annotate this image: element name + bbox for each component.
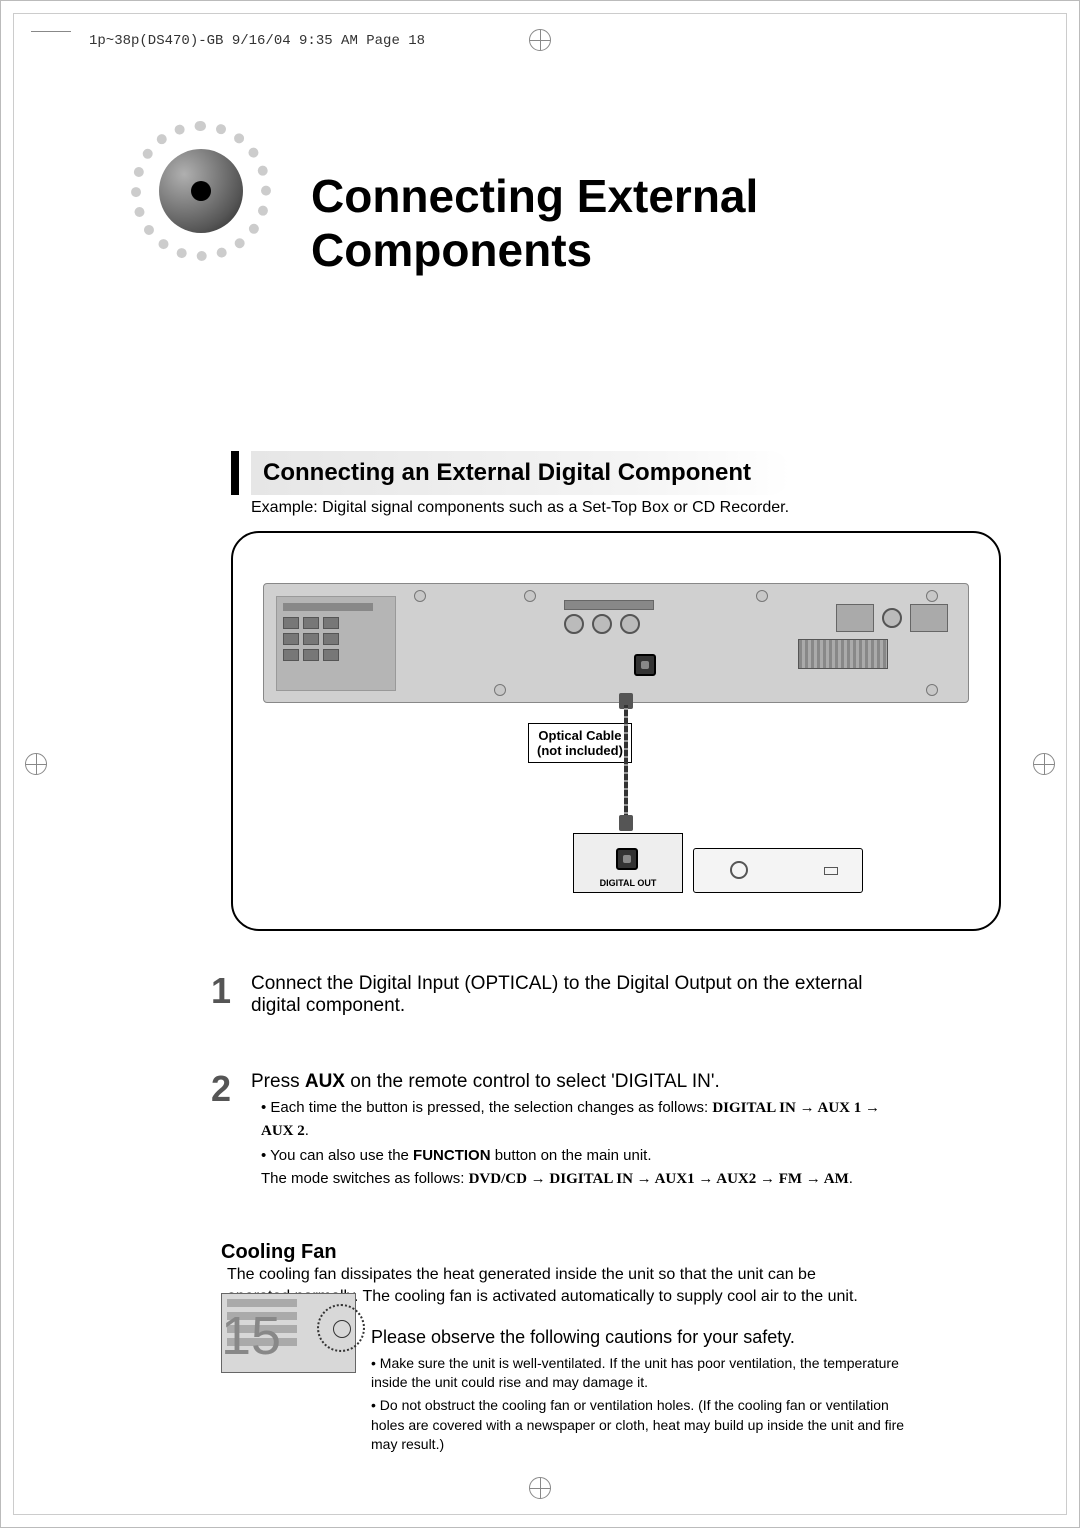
section-heading: Connecting an External Digital Component bbox=[231, 451, 791, 495]
print-header: 1p~38p(DS470)-GB 9/16/04 9:35 AM Page 18 bbox=[89, 33, 425, 49]
crop-mark bbox=[31, 31, 71, 32]
step-1-text: Connect the Digital Input (OPTICAL) to t… bbox=[251, 973, 899, 1017]
page-title: Connecting External Components bbox=[311, 169, 999, 277]
step-2-text: Press AUX on the remote control to selec… bbox=[251, 1071, 899, 1093]
optical-in-port bbox=[634, 654, 656, 676]
optical-plug-bottom bbox=[619, 815, 633, 831]
registration-mark-right bbox=[1033, 753, 1055, 775]
cooling-caution-1: Make sure the unit is well-ventilated. I… bbox=[371, 1354, 919, 1393]
page-content: Connecting External Components Connectin… bbox=[81, 61, 999, 1467]
cooling-fan-section: Cooling Fan The cooling fan dissipates t… bbox=[221, 1241, 919, 1458]
cooling-caution-2: Do not obstruct the cooling fan or venti… bbox=[371, 1396, 919, 1455]
decorative-speaker-icon bbox=[111, 101, 291, 281]
optical-cable bbox=[624, 705, 628, 820]
cooling-title: Cooling Fan bbox=[221, 1241, 351, 1264]
page-number: 15 bbox=[221, 1305, 281, 1367]
step-2-bullets: Each time the button is pressed, the sel… bbox=[261, 1097, 899, 1190]
receiver-rear-panel bbox=[263, 583, 969, 703]
cable-label-line2: (not included) bbox=[537, 743, 623, 758]
cable-label: Optical Cable (not included) bbox=[528, 723, 632, 763]
section-subtitle: Example: Digital signal components such … bbox=[251, 499, 789, 517]
cd-recorder bbox=[693, 848, 863, 893]
registration-mark-bottom bbox=[529, 1477, 551, 1499]
registration-mark-left bbox=[25, 753, 47, 775]
cooling-caption: Please observe the following cautions fo… bbox=[371, 1327, 919, 1348]
step-1-number: 1 bbox=[211, 973, 245, 1009]
registration-mark-top bbox=[529, 29, 551, 51]
step-2: 2 Press AUX on the remote control to sel… bbox=[211, 1071, 899, 1193]
step-2-number: 2 bbox=[211, 1071, 245, 1107]
digital-out-label: DIGITAL OUT bbox=[574, 878, 682, 888]
section-title: Connecting an External Digital Component bbox=[263, 459, 751, 487]
step-2-bullet-1: Each time the button is pressed, the sel… bbox=[261, 1097, 899, 1142]
step-1: 1 Connect the Digital Input (OPTICAL) to… bbox=[211, 973, 899, 1021]
cable-label-line1: Optical Cable bbox=[537, 728, 623, 743]
fan-icon bbox=[317, 1304, 365, 1352]
connection-diagram: Optical Cable (not included) DIGITAL OUT bbox=[231, 531, 1001, 931]
cooling-caution-list: Make sure the unit is well-ventilated. I… bbox=[371, 1354, 919, 1455]
set-top-box: DIGITAL OUT bbox=[573, 833, 683, 893]
step-2-bullet-2: You can also use the FUNCTION button on … bbox=[261, 1145, 899, 1190]
